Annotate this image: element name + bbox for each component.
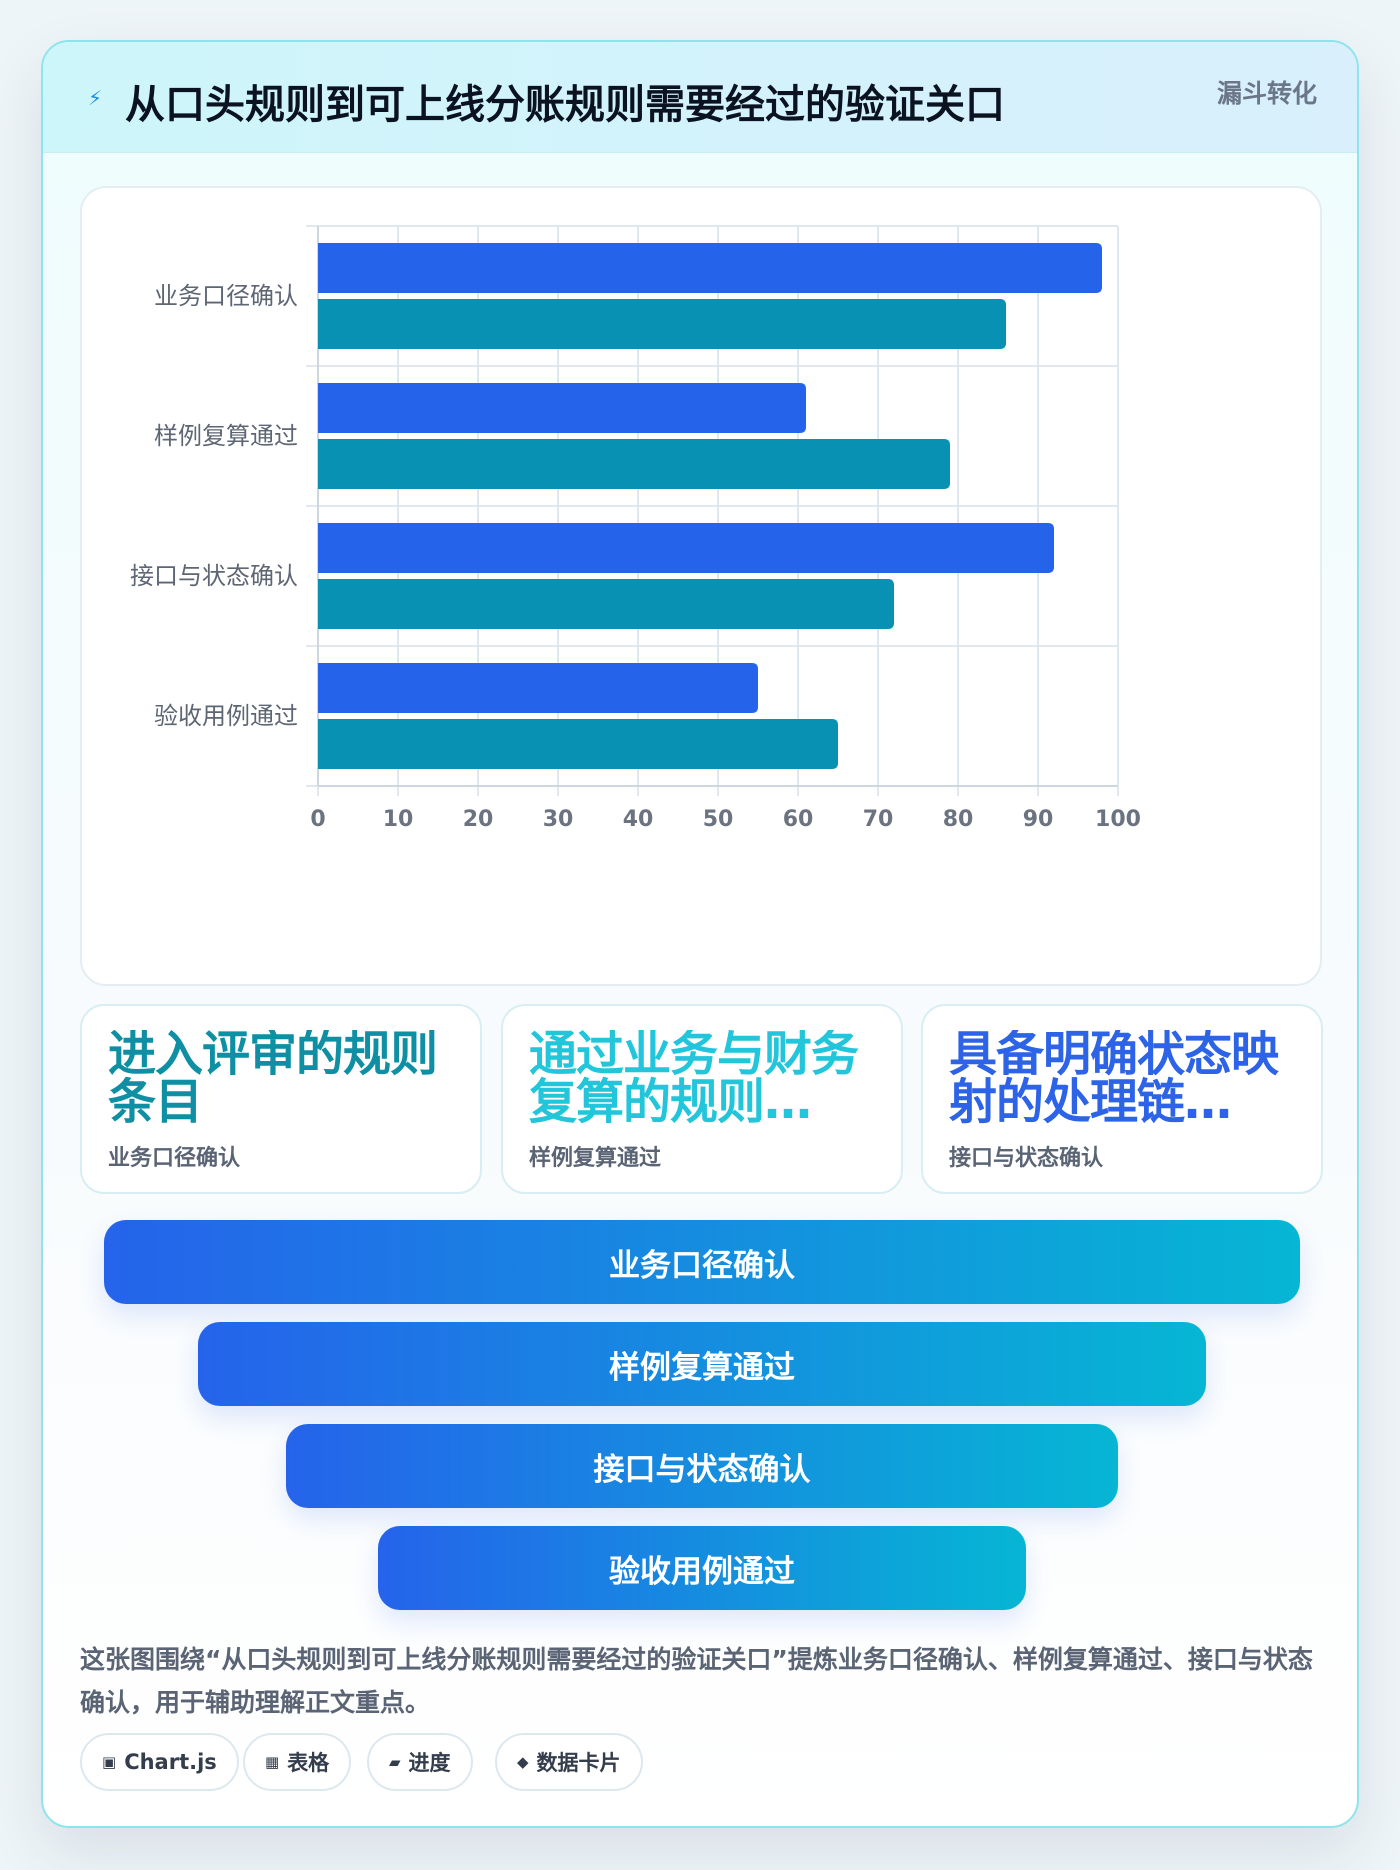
tag-data-card: ◆ 数据卡片 [495, 1733, 643, 1791]
y-category-label: 接口与状态确认 [130, 562, 298, 590]
table-icon: ▦ [265, 1753, 280, 1771]
y-category-label: 验收用例通过 [154, 702, 298, 730]
bar-1 [318, 383, 806, 433]
tag-label: 表格 [287, 1751, 330, 1775]
x-tick-label: 90 [1023, 807, 1054, 832]
x-tick-label: 0 [310, 807, 325, 832]
summary-text: 这张图围绕“从口头规则到可上线分账规则需要经过的验证关口”提炼业务口径确认、样例… [80, 1645, 1313, 1717]
stat-card-3: 具备明确状态映射的处理链… 接口与状态确认 [921, 1004, 1323, 1194]
stat-value: 具备明确状态映射的处理链… [949, 1030, 1279, 1126]
funnel-stage-2: 样例复算通过 [198, 1322, 1206, 1406]
bar-1 [318, 523, 1054, 573]
lightning-icon: ⚡ [87, 86, 103, 110]
tag-label: Chart.js [124, 1750, 217, 1774]
x-tick-label: 50 [703, 807, 734, 832]
chart-type-tag: 漏斗转化 [1216, 79, 1317, 108]
stat-value: 通过业务与财务复算的规则… [529, 1030, 859, 1126]
tag-chartjs: ▣ Chart.js [80, 1733, 239, 1791]
bar-chart-panel: 0 10 20 30 40 50 60 70 80 90 100 业务口径确认 样例复算通过接口与状态确… [80, 186, 1322, 986]
infographic-card: ⚡ 从口头规则到可上线分账规则需要经过的验证关口 漏斗转化 0 10 20 30 40 5… [41, 40, 1359, 1828]
x-tick-label: 80 [943, 807, 974, 832]
funnel-stage-3: 接口与状态确认 [286, 1424, 1118, 1508]
bar-1 [318, 663, 758, 713]
x-tick-label: 100 [1095, 807, 1141, 832]
progress-icon: ▰ [389, 1753, 401, 1771]
tag-table: ▦ 表格 [243, 1733, 352, 1791]
stat-card-2: 通过业务与财务复算的规则… 样例复算通过 [501, 1004, 903, 1194]
stat-label: 业务口径确认 [108, 1146, 241, 1171]
tag-progress: ▰ 进度 [367, 1733, 473, 1791]
funnel-stage-1: 业务口径确认 [104, 1220, 1300, 1304]
tag-label: 数据卡片 [536, 1751, 621, 1775]
bar-chart: 0 10 20 30 40 50 60 70 80 90 100 业务口径确认样例复算通过接口与状态确… [130, 225, 1141, 832]
page-title: 从口头规则到可上线分账规则需要经过的验证关口 [125, 82, 1005, 128]
bar-2 [318, 439, 950, 489]
stat-value: 进入评审的规则条目 [108, 1030, 438, 1126]
y-category-label: 业务口径确认 [154, 282, 298, 310]
stat-label: 样例复算通过 [529, 1146, 662, 1171]
bar-2 [318, 299, 1006, 349]
bar-2 [318, 579, 894, 629]
x-tick-label: 40 [623, 807, 654, 832]
stat-label: 接口与状态确认 [949, 1146, 1104, 1171]
stat-card-1: 进入评审的规则条目 业务口径确认 [80, 1004, 482, 1194]
x-tick-label: 20 [463, 807, 494, 832]
x-tick-label: 60 [783, 807, 814, 832]
y-category-label: 样例复算通过 [154, 422, 298, 450]
funnel-stage-4: 验收用例通过 [378, 1526, 1026, 1610]
x-tick-label: 30 [543, 807, 574, 832]
data-card-icon: ◆ [517, 1753, 529, 1771]
card-header: ⚡ 从口头规则到可上线分账规则需要经过的验证关口 漏斗转化 [43, 42, 1357, 153]
x-tick-label: 70 [863, 807, 894, 832]
chart-icon: ▣ [102, 1753, 117, 1771]
bar-2 [318, 719, 838, 769]
x-tick-label: 10 [383, 807, 414, 832]
tag-label: 进度 [408, 1751, 451, 1775]
bar-1 [318, 243, 1102, 293]
